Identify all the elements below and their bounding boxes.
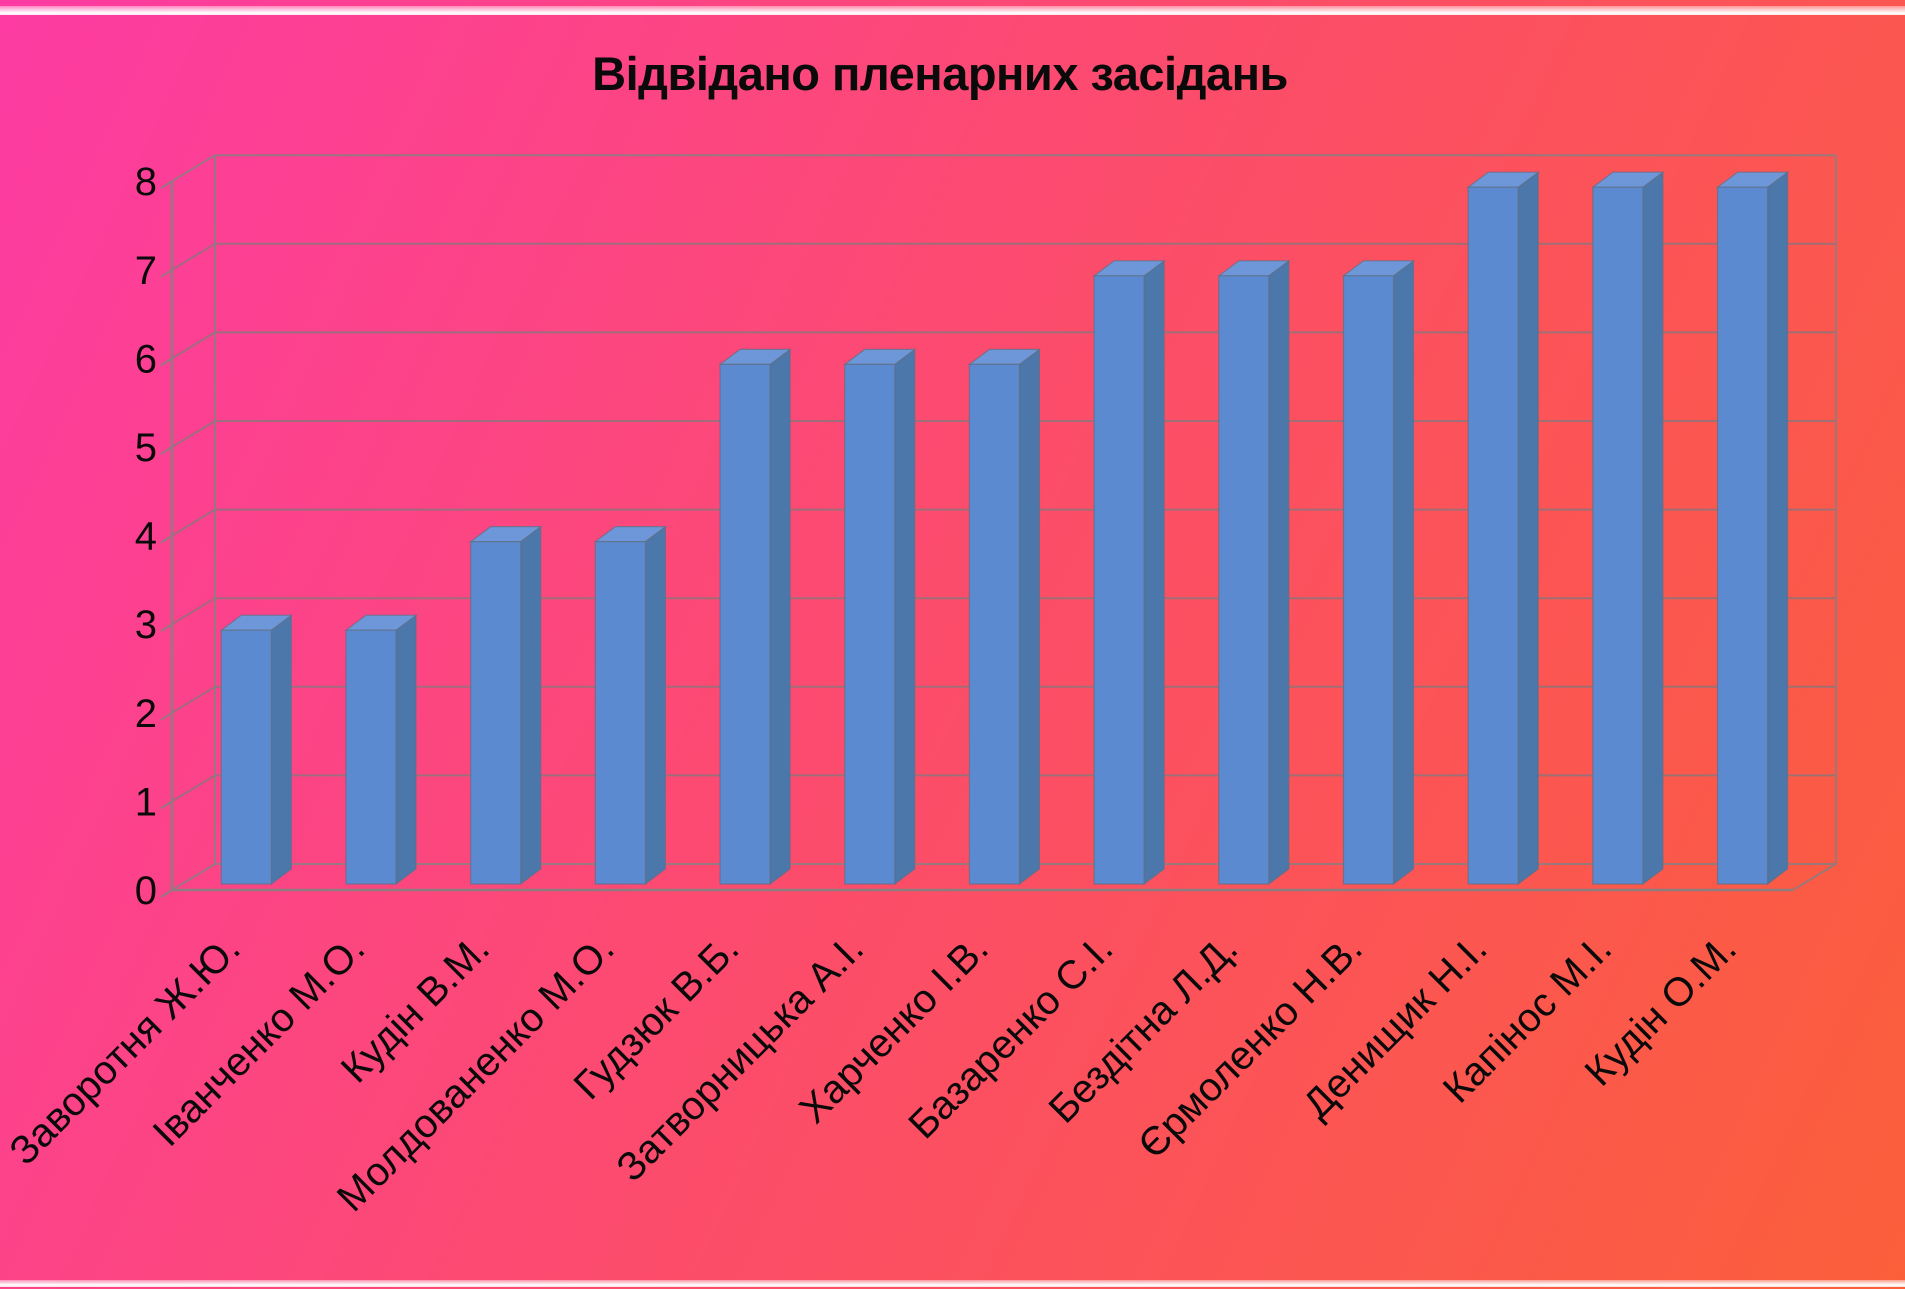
bar-column (1341, 259, 1416, 886)
bar-column (1217, 259, 1291, 886)
bar-front-face (968, 363, 1021, 885)
bar-column (842, 348, 917, 886)
bar-column (967, 348, 1042, 886)
value-axis-tick (160, 711, 173, 721)
value-axis-tick (160, 446, 173, 455)
bar-column (468, 525, 543, 886)
side-wall-gridline (171, 685, 216, 714)
value-axis-label: 0 (135, 869, 157, 913)
side-wall-gridline (171, 597, 216, 626)
value-axis-tick (160, 180, 173, 190)
value-axis-label: 3 (135, 603, 157, 647)
bar-front-face (345, 629, 397, 885)
wall-top-slant-edge (171, 154, 216, 183)
value-axis-label: 8 (135, 160, 157, 204)
bar-column (1591, 170, 1665, 886)
bar-column (593, 525, 668, 886)
bar-front-face (220, 629, 272, 885)
bar-side-face (644, 525, 666, 886)
bar-side-face (1392, 259, 1415, 886)
bar-side-face (1642, 170, 1664, 886)
bar-front-face (1467, 186, 1519, 885)
value-axis-tick (160, 623, 173, 633)
bar-side-face (1766, 170, 1789, 886)
bar-column (344, 614, 418, 886)
category-axis-label: Іванченко М.О. (145, 926, 374, 1155)
bar-column (1715, 170, 1790, 886)
bar-front-face (1716, 186, 1769, 885)
bar-side-face (395, 614, 417, 886)
floor-right-slant-edge (1792, 863, 1837, 891)
value-axis-label: 6 (135, 337, 157, 381)
bar-side-face (1268, 259, 1290, 886)
chart-title: Відвідано пленарних засідань (592, 47, 1288, 100)
value-axis-tick (160, 357, 173, 367)
value-axis-tick (160, 268, 173, 278)
bar-front-face (1342, 275, 1395, 885)
side-wall-gridline (171, 242, 216, 271)
floor-left-slant-edge (171, 863, 216, 891)
bar-side-face (894, 348, 916, 886)
bar-front-face (1093, 275, 1145, 885)
category-axis-label: Єрмоленко Н.В. (1130, 926, 1371, 1167)
bar-column (219, 614, 294, 886)
side-wall-gridline (171, 774, 216, 803)
bar-front-face (1218, 275, 1270, 885)
side-wall-gridline (171, 508, 216, 537)
value-axis-label: 2 (135, 692, 157, 736)
value-axis-label: 5 (135, 426, 157, 470)
category-axis-label: Заворотня Ж.Ю. (1, 926, 248, 1173)
bar-side-face (1517, 170, 1539, 886)
value-axis-tick (160, 534, 173, 544)
bar-side-face (769, 348, 791, 886)
bar-side-face (1018, 348, 1041, 886)
bar-side-face (270, 614, 292, 886)
value-axis-label: 7 (135, 249, 157, 293)
value-axis-label: 1 (135, 780, 157, 824)
side-wall-gridline (171, 331, 216, 360)
bar-side-face (1143, 259, 1165, 886)
value-axis-tick (160, 800, 173, 810)
bar-side-face (520, 525, 542, 886)
bar-front-face (844, 363, 896, 885)
value-axis-tick (160, 889, 173, 898)
bar-front-face (594, 540, 646, 885)
side-wall-gridline (171, 420, 216, 448)
bar-front-face (470, 540, 522, 885)
bar-column (1092, 259, 1166, 886)
bar-column (1466, 170, 1540, 886)
value-axis-label: 4 (135, 515, 157, 559)
bar-front-face (719, 363, 771, 885)
bar-column (718, 348, 792, 886)
bar-front-face (1592, 186, 1644, 885)
